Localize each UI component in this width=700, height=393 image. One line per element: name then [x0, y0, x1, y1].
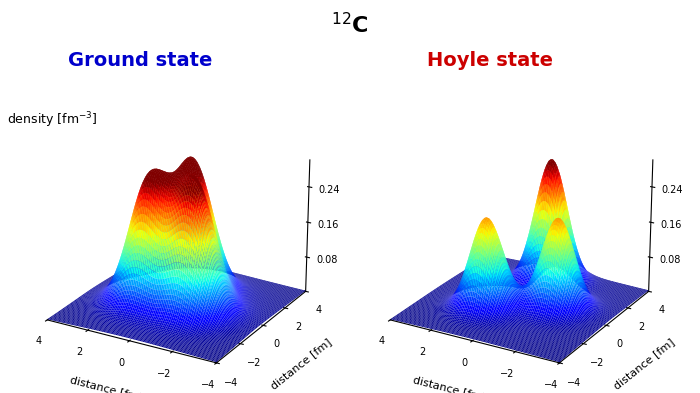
Text: Hoyle state: Hoyle state	[427, 51, 553, 70]
Text: Ground state: Ground state	[68, 51, 212, 70]
X-axis label: distance [fm]: distance [fm]	[69, 374, 144, 393]
Y-axis label: distance [fm]: distance [fm]	[612, 337, 677, 391]
Text: density [fm$^{-3}$]: density [fm$^{-3}$]	[7, 110, 97, 130]
Text: $^{12}$C: $^{12}$C	[331, 12, 369, 37]
X-axis label: distance [fm]: distance [fm]	[412, 374, 486, 393]
Y-axis label: distance [fm]: distance [fm]	[269, 337, 334, 391]
